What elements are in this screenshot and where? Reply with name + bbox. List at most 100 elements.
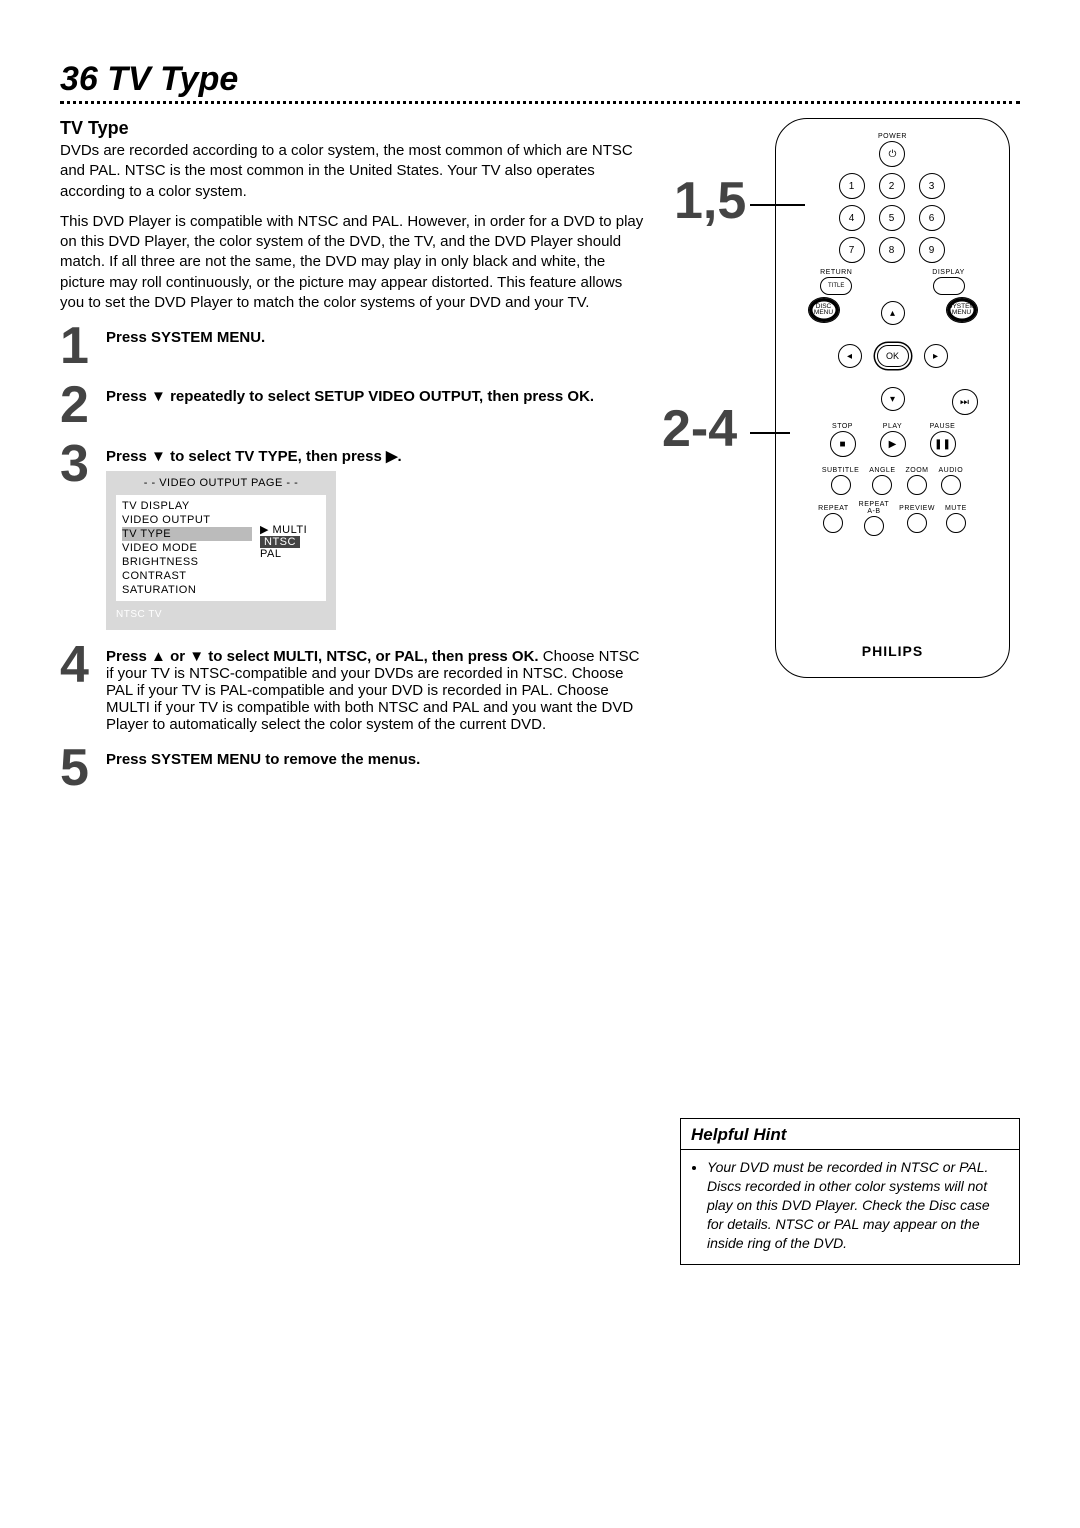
num-4-button[interactable]: 4: [839, 205, 865, 231]
stop-label: STOP: [832, 423, 853, 430]
repeat-ab-label: REPEAT A-B: [859, 501, 890, 515]
num-5-button[interactable]: 5: [879, 205, 905, 231]
nav-up-button[interactable]: ▴: [881, 301, 905, 325]
step-3: 3 Press ▼ to select TV TYPE, then press …: [60, 441, 650, 630]
step-5: 5 Press SYSTEM MENU to remove the menus.: [60, 745, 650, 792]
osd-item: TV DISPLAY: [122, 499, 252, 513]
osd-option: PAL: [260, 548, 320, 560]
down-arrow-icon: ▼: [189, 648, 204, 665]
num-3-button[interactable]: 3: [919, 173, 945, 199]
play-button[interactable]: ▶: [880, 431, 906, 457]
step-number: 4: [60, 642, 106, 689]
step-number: 5: [60, 745, 106, 792]
right-arrow-icon: ▶: [386, 448, 398, 465]
repeat-label: REPEAT: [818, 505, 849, 512]
step-number: 3: [60, 441, 106, 488]
power-button[interactable]: ⏻: [879, 141, 905, 167]
num-2-button[interactable]: 2: [879, 173, 905, 199]
number-pad: 1 2 3 4 5 6 7 8 9: [839, 173, 947, 263]
nav-down-button[interactable]: ▾: [881, 387, 905, 411]
step-4-text-c: to select MULTI, NTSC, or PAL, then pres…: [204, 648, 538, 665]
angle-label: ANGLE: [869, 467, 895, 474]
page-title: TV Type: [107, 60, 238, 98]
display-button[interactable]: [933, 277, 965, 295]
system-menu-button[interactable]: SYSTEM MENU: [946, 297, 978, 323]
repeat-ab-button[interactable]: [864, 516, 884, 536]
osd-option-selected: NTSC: [260, 536, 320, 548]
step-4-text-a: Press: [106, 648, 151, 665]
power-label: POWER: [878, 133, 907, 140]
down-arrow-icon: ▼: [151, 388, 166, 405]
osd-item: CONTRAST: [122, 569, 252, 583]
display-label: DISPLAY: [932, 269, 965, 276]
hint-title: Helpful Hint: [681, 1119, 1019, 1150]
repeat-button[interactable]: [823, 513, 843, 533]
step-number: 2: [60, 382, 106, 429]
down-arrow-icon: ▼: [151, 448, 166, 465]
nav-cluster: DISC MENU SYSTEM MENU ▴ ▾ ◂ ▸ OK ⏭: [838, 301, 948, 411]
step-5-text: Press SYSTEM MENU to remove the menus.: [106, 751, 420, 768]
ok-button[interactable]: OK: [877, 345, 909, 367]
osd-item: BRIGHTNESS: [122, 555, 252, 569]
nav-right-button[interactable]: ▸: [924, 344, 948, 368]
zoom-label: ZOOM: [906, 467, 929, 474]
page-header: 36 TV Type: [60, 60, 1020, 99]
step-number: 1: [60, 323, 106, 370]
num-8-button[interactable]: 8: [879, 237, 905, 263]
osd-option: ▶ MULTI: [260, 523, 320, 536]
intro-paragraph-2: This DVD Player is compatible with NTSC …: [60, 212, 650, 313]
step-2: 2 Press ▼ repeatedly to select SETUP VID…: [60, 382, 650, 429]
mute-label: MUTE: [945, 505, 967, 512]
pause-label: PAUSE: [930, 423, 956, 430]
return-label: RETURN: [820, 269, 852, 276]
num-7-button[interactable]: 7: [839, 237, 865, 263]
helpful-hint-box: Helpful Hint Your DVD must be recorded i…: [680, 1118, 1020, 1265]
play-label: PLAY: [883, 423, 902, 430]
step-1-text: Press SYSTEM MENU.: [106, 329, 265, 346]
intro-paragraph-1: DVDs are recorded according to a color s…: [60, 141, 650, 202]
step-4: 4 Press ▲ or ▼ to select MULTI, NTSC, or…: [60, 642, 650, 733]
audio-label: AUDIO: [939, 467, 964, 474]
section-title: TV Type: [60, 118, 650, 139]
num-9-button[interactable]: 9: [919, 237, 945, 263]
nav-left-button[interactable]: ◂: [838, 344, 862, 368]
preview-button[interactable]: [907, 513, 927, 533]
step-4-text-b: or: [166, 648, 189, 665]
osd-item: VIDEO OUTPUT: [122, 513, 252, 527]
step-3-text-b: to select TV TYPE, then press: [166, 448, 386, 465]
osd-menu: - - VIDEO OUTPUT PAGE - - TV DISPLAY VID…: [106, 471, 336, 630]
audio-button[interactable]: [941, 475, 961, 495]
osd-title: - - VIDEO OUTPUT PAGE - -: [116, 477, 326, 489]
remote-illustration: 1,5 2-4 POWER ⏻ 1 2 3 4 5 6 7 8 9: [680, 118, 1020, 678]
num-6-button[interactable]: 6: [919, 205, 945, 231]
mute-button[interactable]: [946, 513, 966, 533]
hint-text: Your DVD must be recorded in NTSC or PAL…: [707, 1158, 1007, 1252]
subtitle-label: SUBTITLE: [822, 467, 859, 474]
step-2-text-b: repeatedly to select SETUP VIDEO OUTPUT,…: [166, 388, 594, 405]
step-3-text-a: Press: [106, 448, 151, 465]
stop-button[interactable]: ■: [830, 431, 856, 457]
step-2-text-a: Press: [106, 388, 151, 405]
brand-logo: PHILIPS: [862, 643, 923, 659]
osd-item: VIDEO MODE: [122, 541, 252, 555]
page-number: 36: [60, 60, 98, 98]
num-1-button[interactable]: 1: [839, 173, 865, 199]
angle-button[interactable]: [872, 475, 892, 495]
callout-1-5: 1,5: [674, 178, 750, 225]
preview-label: PREVIEW: [899, 505, 935, 512]
title-button[interactable]: TITLE: [820, 277, 852, 295]
osd-footer: NTSC TV: [116, 605, 326, 620]
subtitle-button[interactable]: [831, 475, 851, 495]
step-1: 1 Press SYSTEM MENU.: [60, 323, 650, 370]
main-content: TV Type DVDs are recorded according to a…: [60, 118, 650, 1265]
disc-menu-button[interactable]: DISC MENU: [808, 297, 840, 323]
osd-item-selected: TV TYPE: [122, 527, 252, 541]
osd-item: SATURATION: [122, 583, 252, 597]
next-button[interactable]: ⏭: [952, 389, 978, 415]
step-3-text-c: .: [398, 448, 402, 465]
up-arrow-icon: ▲: [151, 648, 166, 665]
zoom-button[interactable]: [907, 475, 927, 495]
pause-button[interactable]: ❚❚: [930, 431, 956, 457]
dotted-rule: [60, 101, 1020, 104]
callout-2-4: 2-4: [662, 406, 741, 453]
